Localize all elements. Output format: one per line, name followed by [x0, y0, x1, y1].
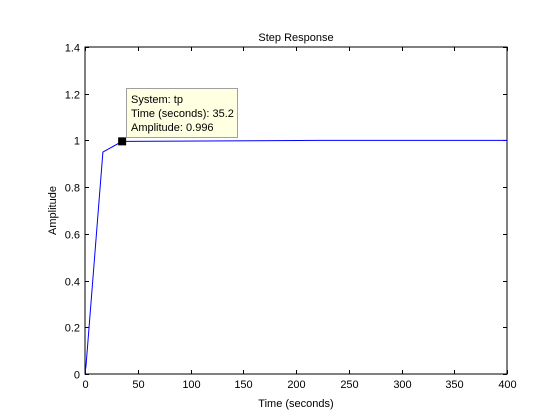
datatip-line: Time (seconds): 35.2	[131, 108, 234, 120]
y-tick-label: 1	[74, 136, 80, 148]
x-tick-label: 300	[393, 379, 411, 391]
x-tick-label: 400	[498, 379, 516, 391]
y-tick-label: 1.2	[65, 90, 80, 102]
chart-title: Step Response	[258, 32, 333, 44]
x-tick-label: 0	[82, 379, 88, 391]
x-tick-label: 50	[132, 379, 144, 391]
datatip-marker	[118, 137, 127, 146]
y-tick-label: 0.8	[65, 183, 80, 195]
x-tick-label: 350	[445, 379, 463, 391]
y-tick-label: 0.4	[65, 277, 80, 289]
datatip-line: Amplitude: 0.996	[131, 122, 214, 134]
x-tick-label: 250	[340, 379, 358, 391]
x-axis-label: Time (seconds)	[258, 398, 333, 410]
y-axis-label: Amplitude	[47, 186, 59, 235]
datatip-line: System: tp	[131, 94, 183, 106]
x-tick-label: 100	[182, 379, 200, 391]
x-tick-label: 150	[234, 379, 252, 391]
y-tick-label: 1.4	[65, 43, 80, 55]
y-tick-label: 0.6	[65, 230, 80, 242]
y-tick-label: 0.2	[65, 323, 80, 335]
series-line	[84, 139, 507, 375]
datatip-box	[126, 88, 238, 138]
y-tick-label: 0	[74, 370, 80, 382]
x-tick-label: 200	[287, 379, 305, 391]
